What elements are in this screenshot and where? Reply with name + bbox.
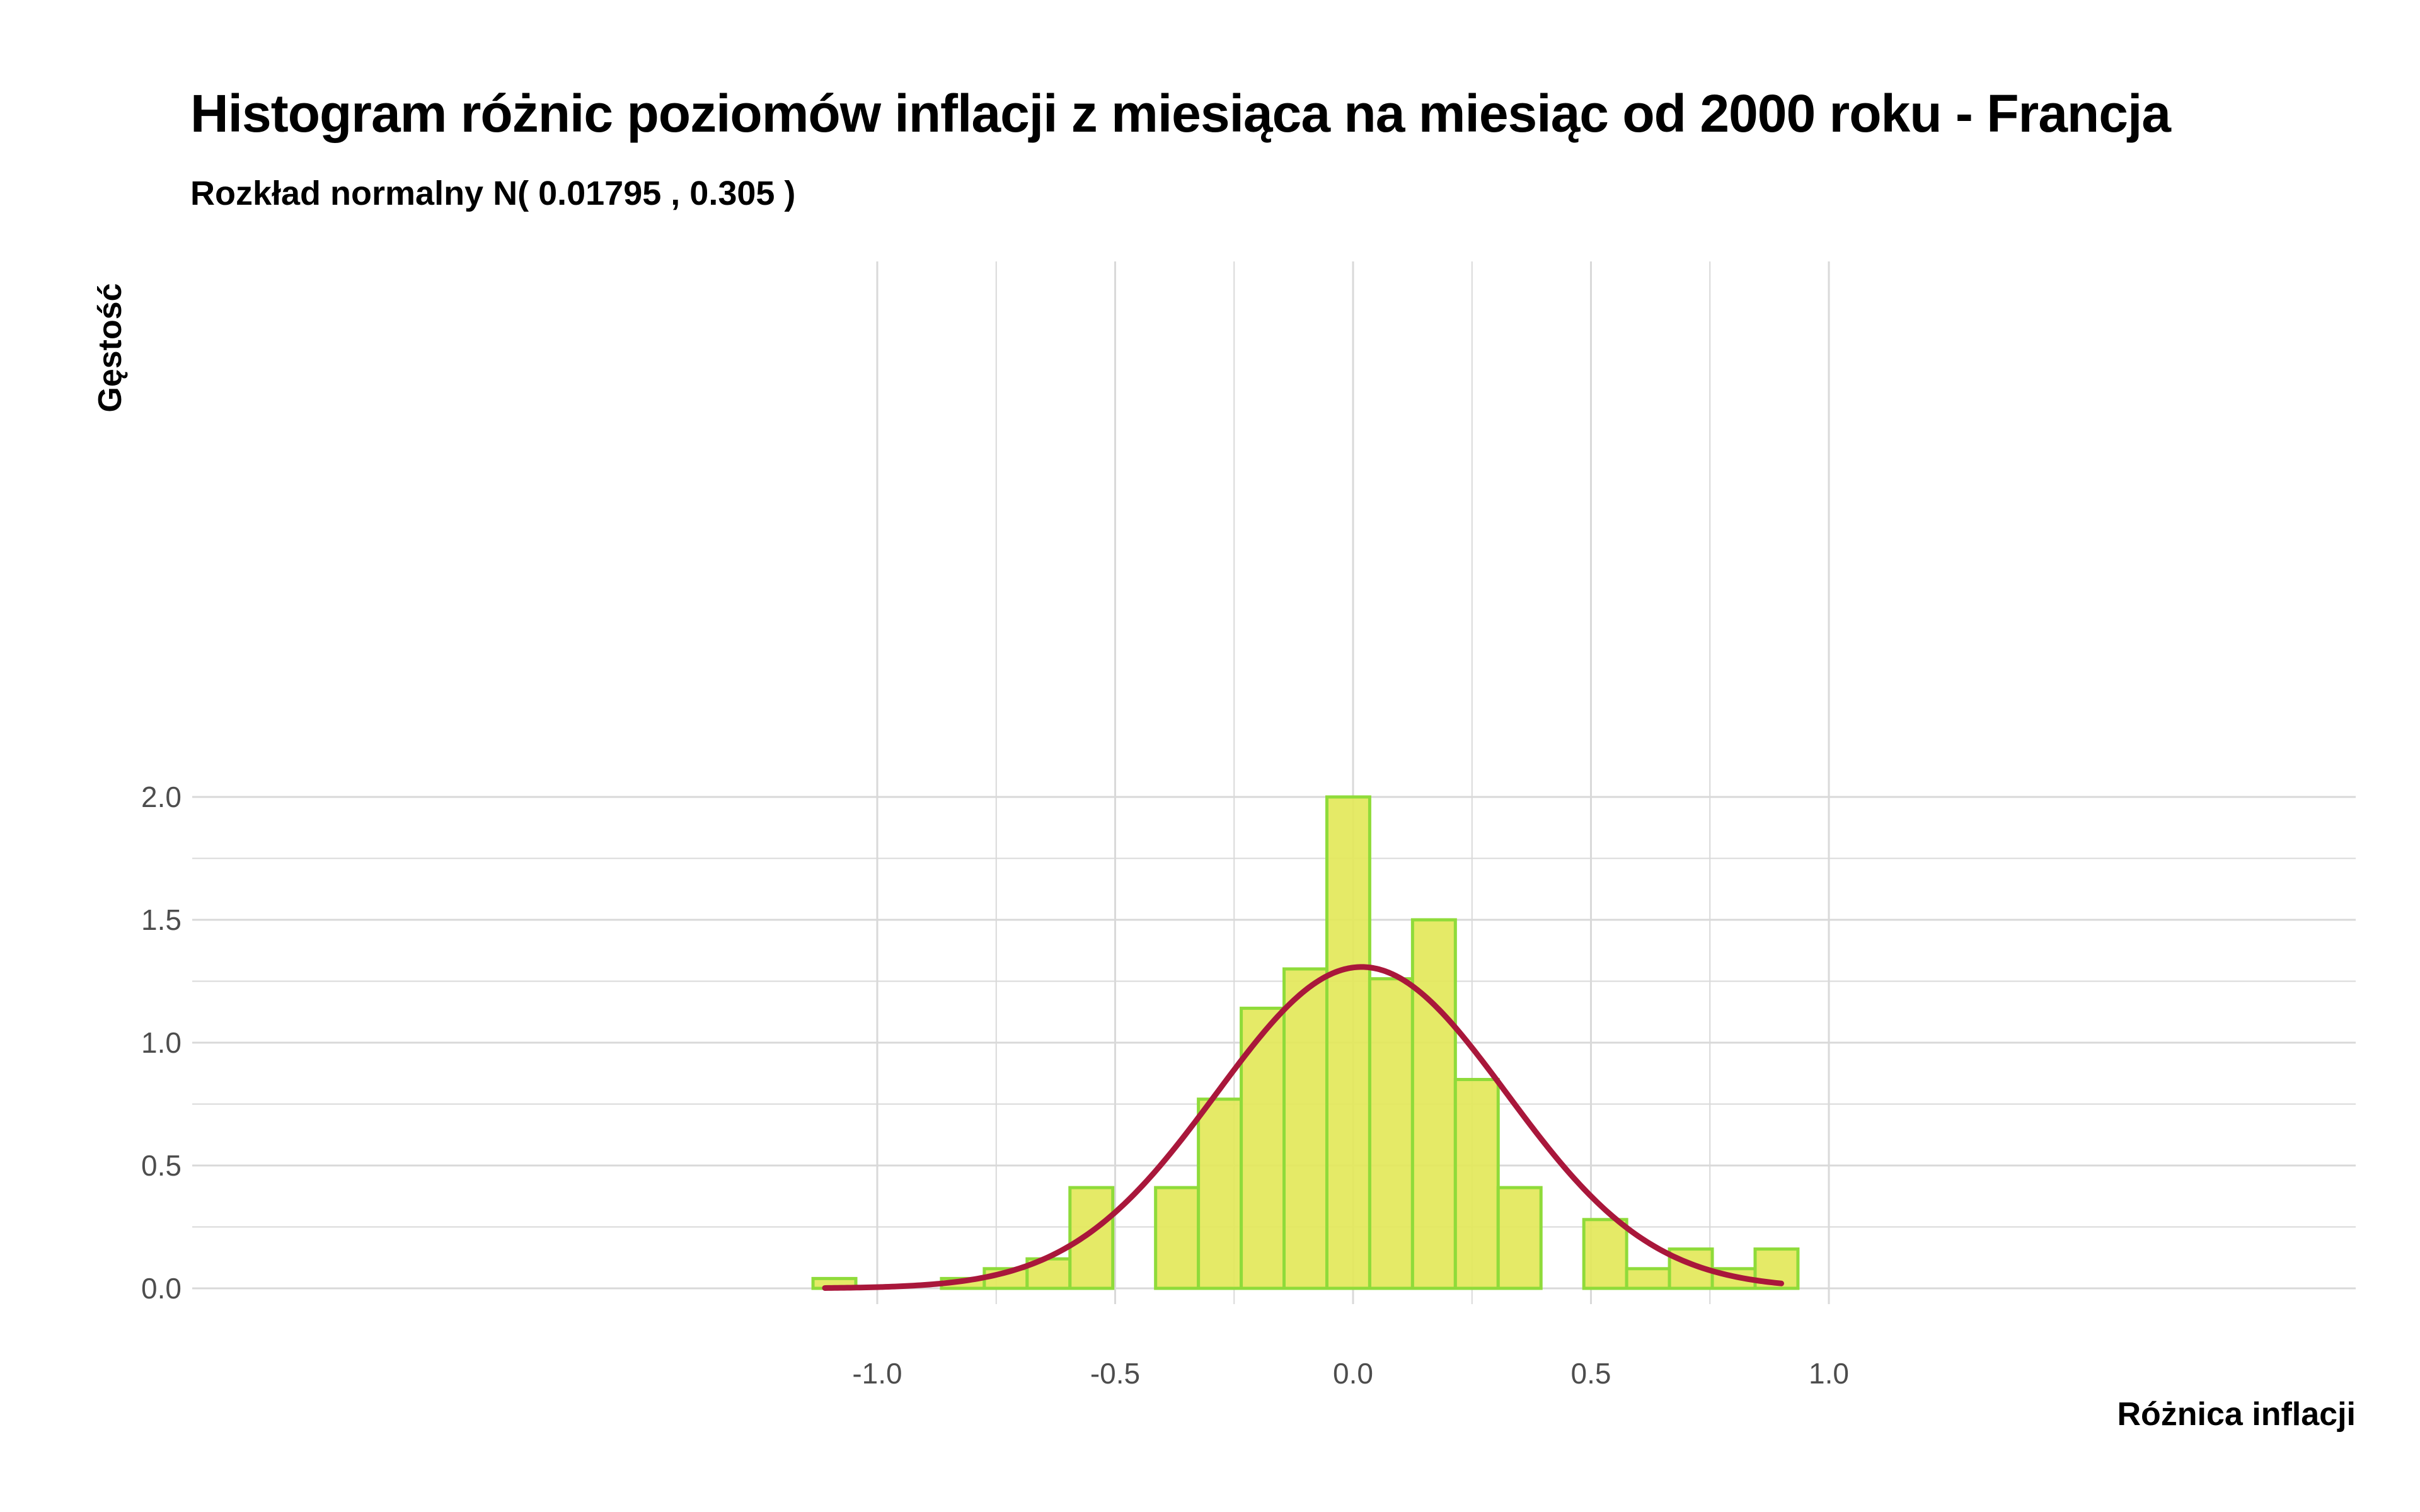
x-tick-label: -1.0: [852, 1357, 902, 1390]
chart-subtitle: Rozkład normalny N( 0.01795 , 0.305 ): [190, 175, 796, 212]
normal-density-curve: [822, 964, 1784, 1291]
histogram-bar: [1453, 1078, 1500, 1290]
histogram-bar: [1368, 977, 1414, 1290]
y-tick-label: 1.5: [141, 903, 182, 936]
x-tick-label: 0.0: [1333, 1357, 1373, 1390]
x-tick-label: -0.5: [1090, 1357, 1140, 1390]
histogram-bar: [1154, 1186, 1201, 1290]
axis-ticks: -1.0 -0.5 0.0 0.5 1.0 0.0 0.5 1.0 1.5 2.0: [141, 781, 1849, 1390]
y-tick-label: 2.0: [141, 781, 182, 813]
y-axis-title: Gęstość: [92, 283, 129, 412]
chart-title: Histogram różnic poziomów inflacji z mie…: [190, 84, 2171, 143]
x-axis-title: Różnica inflacji: [2117, 1396, 2356, 1433]
histogram-bar: [1582, 1218, 1628, 1290]
grid-lines: [192, 261, 2356, 1304]
y-tick-label: 0.0: [141, 1272, 182, 1305]
y-tick-label: 1.0: [141, 1026, 182, 1059]
normal-density-curve-group: [822, 964, 1784, 1291]
histogram-bar: [1282, 967, 1328, 1290]
x-tick-label: 1.0: [1809, 1357, 1849, 1390]
y-tick-label: 0.5: [141, 1149, 182, 1182]
histogram-bar: [1197, 1097, 1243, 1290]
histogram-bar: [1410, 918, 1457, 1290]
histogram-bar: [1496, 1186, 1543, 1290]
histogram-bar: [1325, 795, 1371, 1290]
x-tick-label: 0.5: [1571, 1357, 1611, 1390]
histogram-bar: [1068, 1186, 1115, 1290]
histogram-bar: [1625, 1267, 1671, 1290]
histogram-bars: [811, 795, 1800, 1290]
